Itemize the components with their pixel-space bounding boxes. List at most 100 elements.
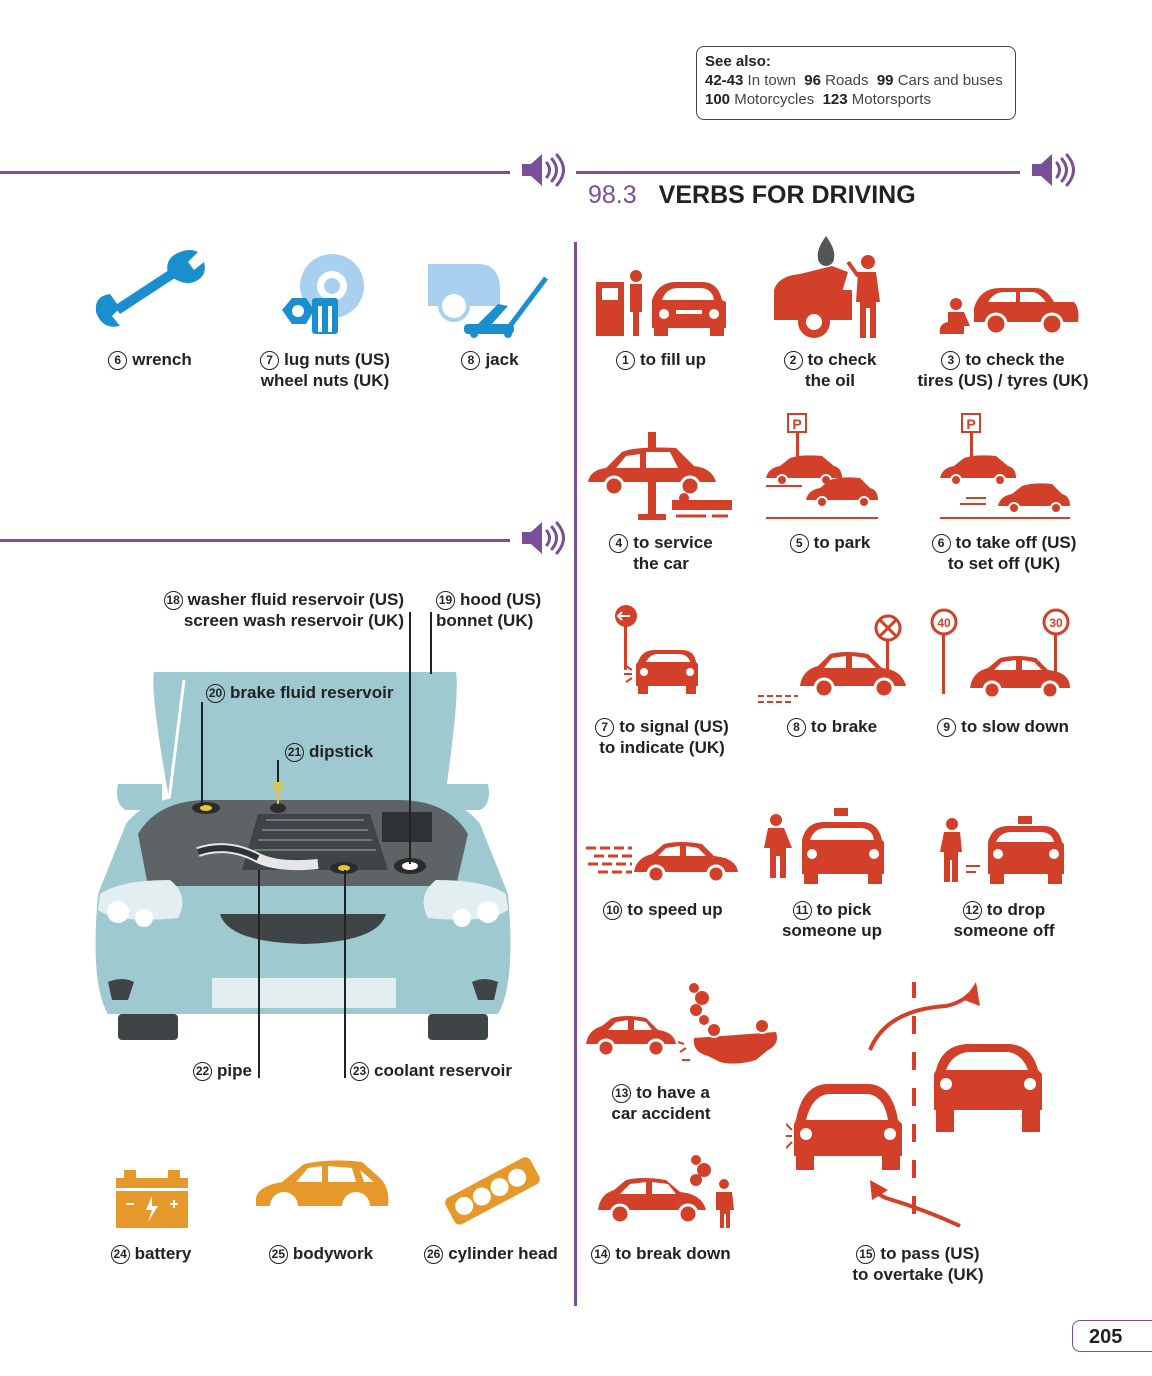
see-also-ref-text[interactable]: In town <box>747 72 796 89</box>
slow-down-icon: 40 30 <box>930 608 1070 700</box>
verb-text-2: to indicate (UK) <box>599 738 725 757</box>
verb-text: to service <box>633 533 713 552</box>
leader-line <box>201 702 203 806</box>
verb-text: to pass (US) <box>880 1244 980 1263</box>
item-number: 13 <box>612 1084 632 1103</box>
part-name: brake fluid reservoir <box>230 683 394 702</box>
verb-text: to drop <box>986 900 1046 919</box>
item-number: 21 <box>285 743 304 762</box>
verb-text-2: car accident <box>611 1104 711 1123</box>
section-number: 98.3 <box>588 181 637 209</box>
part-name: battery <box>134 1244 192 1263</box>
jack-icon <box>428 264 548 338</box>
see-also-ref-text[interactable]: Motorsports <box>851 91 931 108</box>
engine-label-washer-fluid: 18 washer fluid reservoir (US) screen was… <box>120 589 404 631</box>
bodywork-icon <box>256 1160 389 1206</box>
engine-label-brake-fluid: 20 brake fluid reservoir <box>206 682 426 703</box>
part-name: coolant reservoir <box>374 1061 512 1080</box>
verb-label-service: 4 to service the car <box>596 532 726 574</box>
verb-text-2: the car <box>633 554 689 573</box>
audio-speaker-icon[interactable] <box>520 520 566 556</box>
item-number: 10 <box>603 901 623 920</box>
part-name: dipstick <box>309 742 374 761</box>
audio-speaker-icon[interactable] <box>520 152 566 188</box>
car-engine-bay-illustration <box>95 672 511 1040</box>
part-name-alt: screen wash reservoir (UK) <box>183 611 404 630</box>
drop-off-icon <box>940 816 1064 884</box>
item-number: 25 <box>268 1245 288 1264</box>
leader-line <box>277 760 279 782</box>
see-also-line-2: 100 Motorcycles 123 Motorsports <box>705 90 1007 109</box>
section-rule-left-mid <box>0 539 510 542</box>
verb-label-speed-up: 10 to speed up <box>596 899 730 920</box>
see-also-ref-num[interactable]: 42-43 <box>705 72 744 89</box>
page-number: 205 <box>1072 1320 1152 1352</box>
item-number: 5 <box>789 534 809 553</box>
car-accident-icon <box>586 983 777 1064</box>
part-name-alt: bonnet (UK) <box>436 611 534 630</box>
item-number: 4 <box>609 534 629 553</box>
section-title: 98.3 VERBS FOR DRIVING <box>588 181 916 210</box>
parking-sign-letter: P <box>792 416 801 432</box>
verb-label-drop-off: 12 to drop someone off <box>936 899 1072 941</box>
tool-name: lug nuts (US) <box>284 350 390 369</box>
verb-label-pass: 15 to pass (US) to overtake (UK) <box>838 1243 998 1285</box>
pick-up-icon <box>764 808 884 884</box>
verb-text: to pick <box>816 900 872 919</box>
verb-label-accident: 13 to have a car accident <box>596 1082 726 1124</box>
column-divider <box>574 242 577 1306</box>
tool-label-jack: 8 jack <box>440 349 540 370</box>
leader-line <box>409 612 411 864</box>
item-number: 20 <box>206 684 225 703</box>
item-number: 8 <box>786 718 806 737</box>
verb-label-slow-down: 9 to slow down <box>930 716 1076 737</box>
verb-label-park: 5 to park <box>770 532 890 553</box>
item-number: 7 <box>595 718 615 737</box>
break-down-icon <box>598 1155 734 1228</box>
item-number: 12 <box>962 901 982 920</box>
tool-name-alt: wheel nuts (UK) <box>260 371 390 390</box>
cylinder-head-icon <box>445 1157 540 1225</box>
part-label-bodywork: 25 bodywork <box>256 1243 386 1264</box>
item-number: 23 <box>350 1062 369 1081</box>
item-number: 9 <box>937 718 957 737</box>
item-number: 14 <box>591 1245 611 1264</box>
fill-up-icon <box>596 270 726 336</box>
verb-label-take-off: 6 to take off (US) to set off (UK) <box>922 532 1086 574</box>
see-also-ref-text[interactable]: Cars and buses <box>897 72 1003 89</box>
see-also-ref-num[interactable]: 99 <box>876 72 894 89</box>
verb-text: to check the <box>965 350 1065 369</box>
item-number: 18 <box>163 591 183 610</box>
see-also-ref-text[interactable]: Roads <box>825 72 869 89</box>
part-label-battery: 24 battery <box>96 1243 206 1264</box>
verb-text: to slow down <box>961 717 1069 736</box>
item-number: 6 <box>931 534 951 553</box>
tool-label-lug-nuts: 7 lug nuts (US) wheel nuts (UK) <box>240 349 410 391</box>
verb-text-2: to set off (UK) <box>947 554 1061 573</box>
lug-nuts-icon <box>282 254 364 334</box>
see-also-ref-num[interactable]: 96 <box>804 72 821 89</box>
service-car-icon <box>588 432 732 520</box>
verb-label-fill-up: 1 to fill up <box>596 349 726 370</box>
item-number: 6 <box>108 351 128 370</box>
part-name: pipe <box>217 1061 252 1080</box>
see-also-ref-num[interactable]: 100 <box>705 91 731 108</box>
part-name: cylinder head <box>448 1244 558 1263</box>
part-label-cylinder-head: 26 cylinder head <box>418 1243 564 1264</box>
tool-label-wrench: 6 wrench <box>92 349 208 370</box>
parking-sign-letter: P <box>966 416 975 432</box>
wrench-icon <box>95 250 205 327</box>
see-also-ref-num[interactable]: 123 <box>822 91 848 108</box>
verb-text-2: to overtake (UK) <box>852 1265 984 1284</box>
see-also-ref-text[interactable]: Motorcycles <box>734 91 815 108</box>
take-off-icon: P <box>940 413 1070 519</box>
tool-name: wrench <box>132 350 192 369</box>
verb-text: to brake <box>810 717 878 736</box>
item-number: 8 <box>461 351 481 370</box>
verb-text: to break down <box>615 1244 731 1263</box>
tool-name: jack <box>485 350 519 369</box>
speed-up-icon <box>586 842 738 884</box>
part-name: hood (US) <box>460 590 542 609</box>
audio-speaker-icon[interactable] <box>1030 152 1076 188</box>
verb-label-pick-up: 11 to pick someone up <box>766 899 898 941</box>
